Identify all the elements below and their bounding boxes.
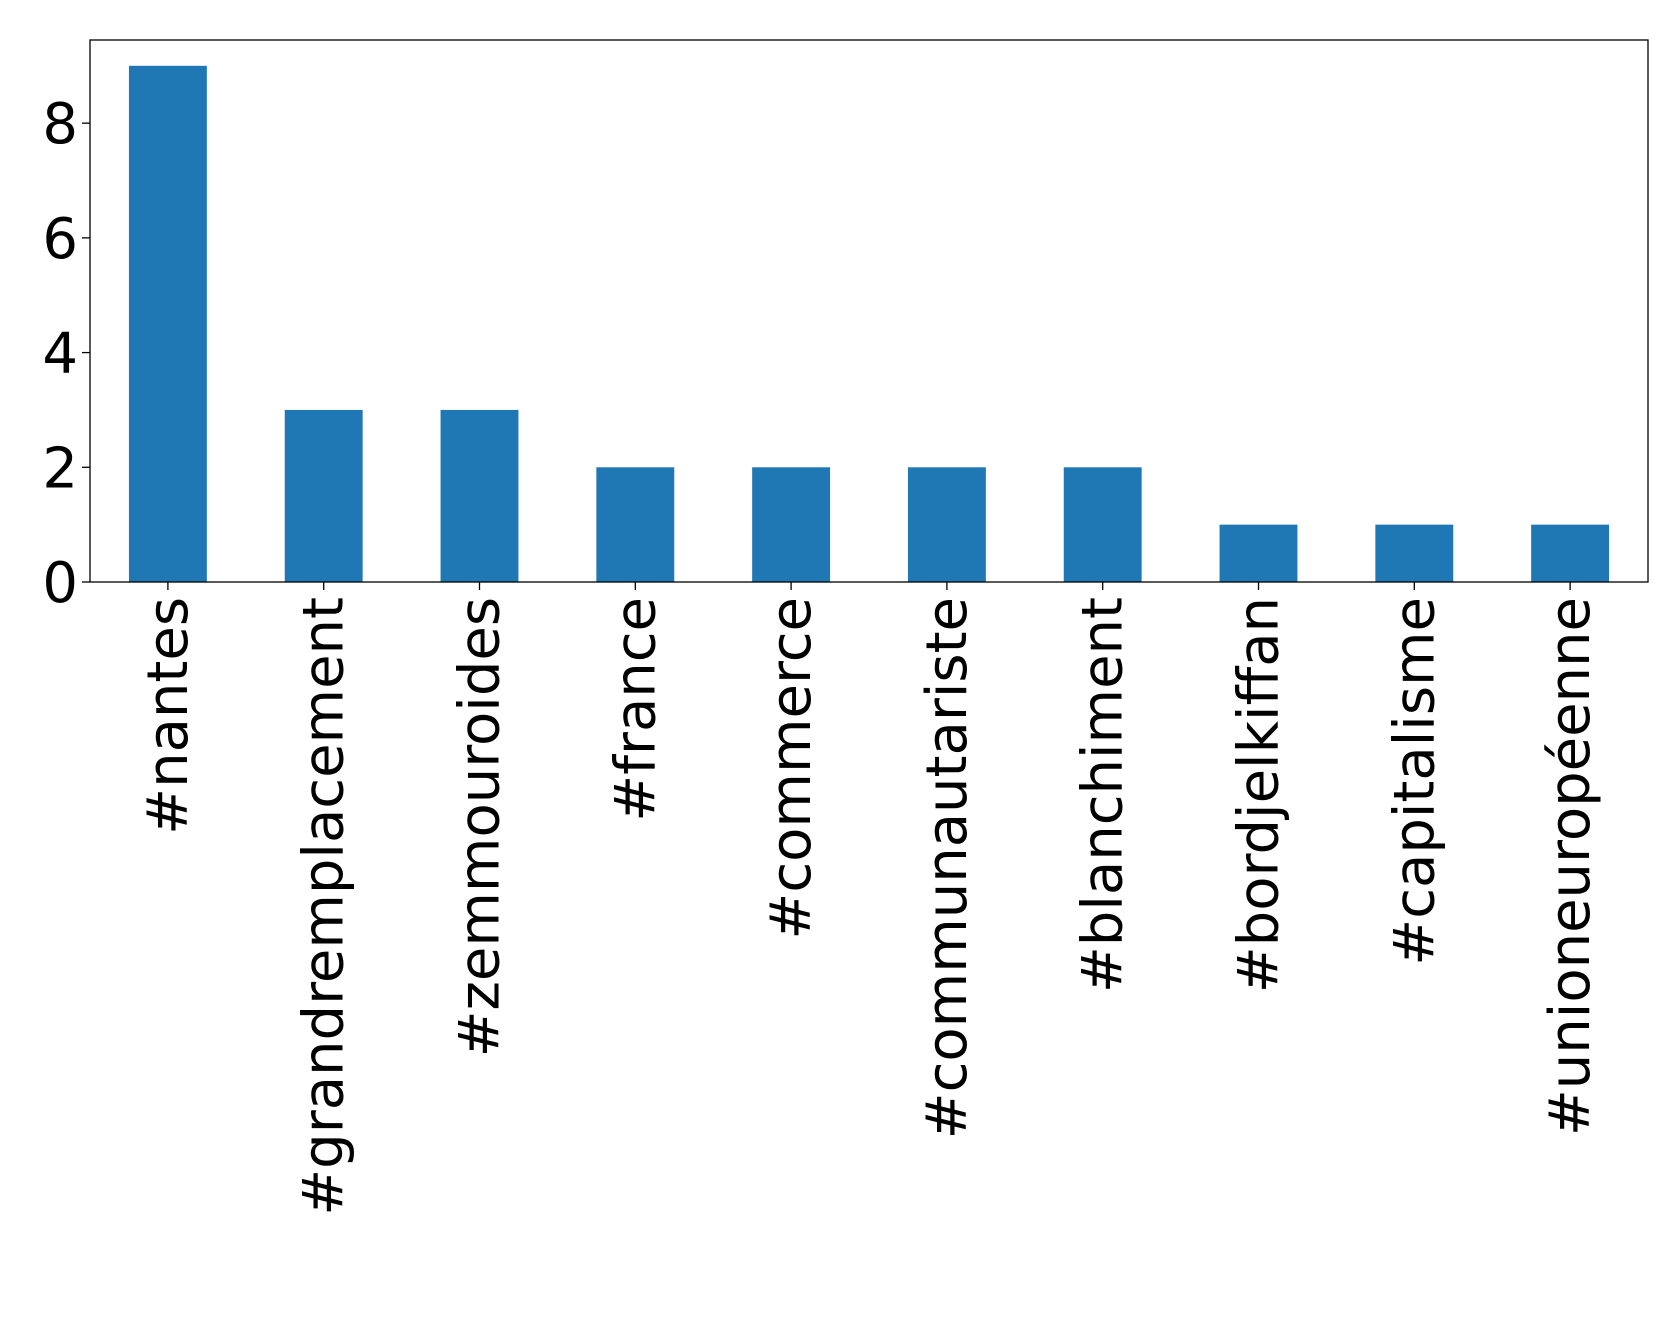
y-tick-label: 6 <box>42 207 78 272</box>
y-tick-label: 2 <box>42 436 78 501</box>
x-tick-label: #commerce <box>759 597 824 940</box>
x-tick-label: #capitalisme <box>1382 597 1447 966</box>
x-tick-label: #blanchiment <box>1071 597 1136 993</box>
bar-communautariste <box>907 467 986 582</box>
y-tick-label: 4 <box>42 322 78 387</box>
bar-capitalisme <box>1375 524 1454 582</box>
x-axis: #nantes #grandremplacement #zemmouroides #f… <box>136 582 1603 1216</box>
bar-nantes <box>128 65 207 583</box>
x-tick-label: #grandremplacement <box>292 597 357 1216</box>
x-tick-label: #communautariste <box>915 597 980 1139</box>
bar-unioneuropéenne <box>1531 524 1610 582</box>
x-tick-label: #bordjelkiffan <box>1227 597 1292 993</box>
bar-zemmouroides <box>440 409 519 582</box>
bar-grandremplacement <box>284 409 363 582</box>
x-tick-label: #france <box>603 597 668 822</box>
bar-france <box>596 467 675 582</box>
bar-blanchiment <box>1063 467 1142 582</box>
y-tick-label: 0 <box>42 551 78 616</box>
y-axis: 0 2 4 6 8 <box>42 92 90 616</box>
x-tick-label: #zemmouroides <box>448 597 513 1057</box>
bar-bordjelkiffan <box>1219 524 1298 582</box>
y-tick-label: 8 <box>42 92 78 157</box>
bar-commerce <box>752 467 831 582</box>
plot-frame <box>89 39 1649 583</box>
x-tick-label: #nantes <box>136 597 201 835</box>
bars-layer <box>128 65 1610 583</box>
x-tick-label: #unioneuropéenne <box>1538 597 1603 1136</box>
